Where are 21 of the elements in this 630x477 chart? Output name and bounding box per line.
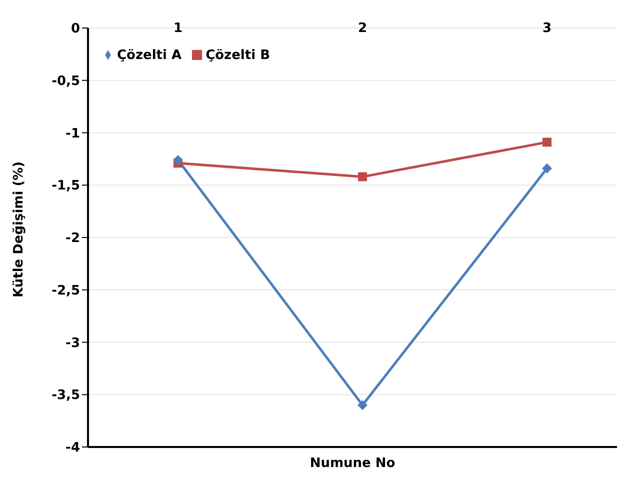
y-tick-label: -2 bbox=[66, 231, 80, 246]
x-tick-label: 1 bbox=[173, 21, 183, 36]
legend-label: Çözelti B bbox=[206, 48, 270, 63]
y-tick-label: -1 bbox=[66, 126, 80, 142]
y-tick-label: -1,5 bbox=[52, 178, 80, 194]
legend-label: Çözelti A bbox=[117, 48, 182, 63]
point bbox=[358, 172, 367, 182]
y-tick-label: -3,5 bbox=[52, 388, 80, 404]
y-axis-title: Kütle Değişimi (%) bbox=[12, 161, 27, 298]
x-tick-label: 2 bbox=[358, 21, 368, 36]
point bbox=[542, 138, 552, 147]
y-tick-label: -0,5 bbox=[52, 74, 80, 89]
y-tick-label: 0 bbox=[70, 22, 80, 37]
y-tick-label: -2,5 bbox=[52, 283, 80, 298]
y-tick-label: -3 bbox=[66, 336, 80, 351]
point bbox=[358, 400, 368, 410]
x-tick-label: 3 bbox=[542, 21, 552, 36]
point bbox=[542, 163, 552, 174]
point bbox=[173, 154, 183, 165]
x-axis-title: Numune No bbox=[310, 456, 396, 471]
y-tick-label: -4 bbox=[66, 440, 80, 456]
